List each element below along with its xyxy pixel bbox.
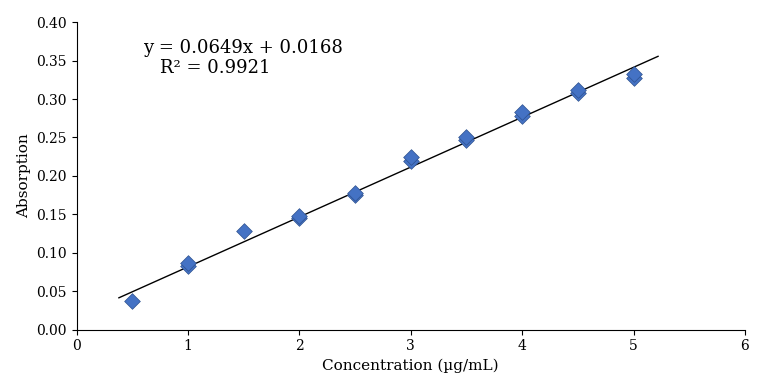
Text: y = 0.0649x + 0.0168: y = 0.0649x + 0.0168 bbox=[143, 39, 343, 57]
Point bbox=[627, 75, 640, 82]
Point bbox=[182, 260, 194, 266]
Point bbox=[404, 158, 417, 164]
Point bbox=[516, 109, 529, 115]
Point bbox=[182, 263, 194, 269]
Point bbox=[627, 71, 640, 78]
Text: R² = 0.9921: R² = 0.9921 bbox=[160, 59, 270, 77]
Point bbox=[349, 190, 362, 196]
Y-axis label: Absorption: Absorption bbox=[17, 133, 31, 218]
X-axis label: Concentration (µg/mL): Concentration (µg/mL) bbox=[322, 359, 499, 373]
Point bbox=[571, 87, 584, 93]
Point bbox=[293, 213, 306, 219]
Point bbox=[571, 90, 584, 96]
Point bbox=[237, 228, 250, 234]
Point bbox=[516, 113, 529, 119]
Point bbox=[293, 215, 306, 221]
Point bbox=[349, 192, 362, 198]
Point bbox=[460, 135, 473, 141]
Point bbox=[126, 298, 139, 304]
Point bbox=[460, 136, 473, 143]
Point bbox=[404, 154, 417, 160]
